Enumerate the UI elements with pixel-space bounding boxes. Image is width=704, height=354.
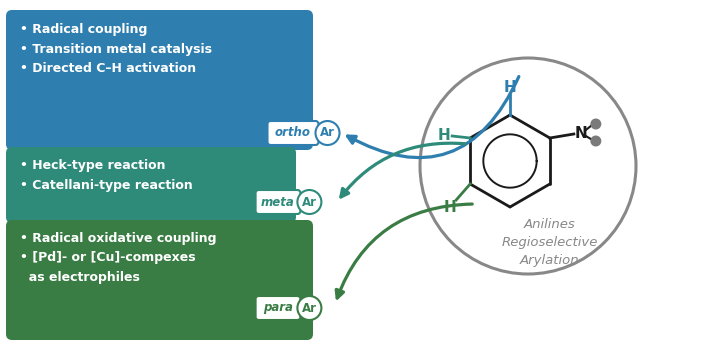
Text: • Radical oxidative coupling
• [Pd]- or [Cu]-compexes
  as electrophiles: • Radical oxidative coupling • [Pd]- or … — [20, 232, 217, 284]
Text: Anilines
Regioselective
Arylation: Anilines Regioselective Arylation — [502, 218, 598, 267]
Text: ortho: ortho — [275, 126, 311, 139]
FancyBboxPatch shape — [256, 190, 301, 214]
Text: Ar: Ar — [302, 195, 317, 209]
Circle shape — [315, 121, 339, 145]
Text: Ar: Ar — [302, 302, 317, 314]
Text: meta: meta — [261, 195, 295, 209]
Text: H: H — [444, 200, 456, 216]
FancyBboxPatch shape — [6, 147, 296, 223]
FancyBboxPatch shape — [6, 10, 313, 150]
Text: • Heck-type reaction
• Catellani-type reaction: • Heck-type reaction • Catellani-type re… — [20, 159, 193, 192]
Circle shape — [297, 190, 322, 214]
Circle shape — [591, 136, 601, 147]
Text: N: N — [575, 126, 588, 142]
FancyArrowPatch shape — [348, 76, 519, 158]
FancyBboxPatch shape — [268, 121, 318, 145]
FancyBboxPatch shape — [6, 220, 313, 340]
FancyBboxPatch shape — [256, 296, 301, 320]
FancyArrowPatch shape — [341, 143, 465, 197]
FancyArrowPatch shape — [337, 204, 472, 298]
Circle shape — [591, 119, 601, 130]
Text: H: H — [438, 129, 451, 143]
Text: Ar: Ar — [320, 126, 335, 139]
Text: para: para — [263, 302, 293, 314]
Text: H: H — [503, 80, 516, 96]
Text: • Radical coupling
• Transition metal catalysis
• Directed C–H activation: • Radical coupling • Transition metal ca… — [20, 23, 212, 75]
Circle shape — [297, 296, 322, 320]
